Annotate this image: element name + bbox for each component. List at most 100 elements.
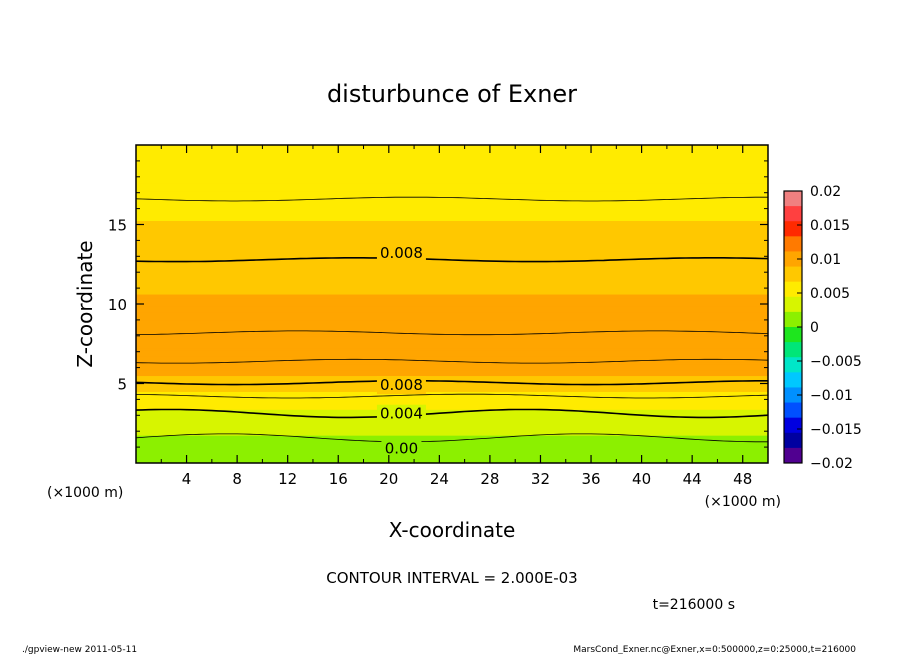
field-band <box>136 414 768 418</box>
field-band <box>136 384 768 388</box>
colorbar-tick-label: 0 <box>810 320 819 336</box>
field-band <box>136 436 768 440</box>
field-band <box>136 168 768 172</box>
field-band <box>136 454 768 458</box>
colorbar-cell <box>784 432 802 449</box>
field-band <box>136 150 768 154</box>
colorbar-tick-label: −0.01 <box>810 388 853 404</box>
x-tick-label: 20 <box>379 470 398 488</box>
field-band <box>136 237 768 241</box>
chart-title: disturbunce of Exner <box>327 80 577 108</box>
field-band <box>136 406 768 410</box>
field-band <box>136 428 768 432</box>
field-band <box>136 285 768 289</box>
x-tick-label: 24 <box>430 470 449 488</box>
field-band <box>136 231 768 235</box>
contour-label-bg <box>376 244 426 263</box>
field-band <box>136 416 768 420</box>
field-band <box>136 458 768 462</box>
field-band <box>136 394 768 398</box>
contour-label: 0.008 <box>380 244 423 262</box>
field-band <box>136 341 768 345</box>
colorbar-cell <box>784 266 802 283</box>
field-band <box>136 160 768 164</box>
field-band <box>136 452 768 456</box>
field-band <box>136 418 768 422</box>
field-band <box>136 146 768 150</box>
field-band <box>136 347 768 351</box>
field-band <box>136 218 768 222</box>
field-band <box>136 301 768 305</box>
contour-line <box>136 433 768 443</box>
field-band <box>136 351 768 355</box>
field-band <box>136 224 768 227</box>
field-band <box>136 229 768 233</box>
colorbar-cell <box>784 387 802 404</box>
field-band <box>136 404 768 408</box>
field-band <box>136 148 768 152</box>
colorbar-cell <box>784 221 802 237</box>
field-band <box>136 194 768 198</box>
field-band <box>136 319 768 323</box>
colorbar-cell <box>784 402 802 419</box>
field-band <box>136 174 768 178</box>
field-band <box>136 281 768 285</box>
x-tick-label: 28 <box>480 470 499 488</box>
field-band <box>136 424 768 428</box>
field-band <box>136 273 768 277</box>
field-layer <box>136 145 768 463</box>
field-band <box>136 402 768 406</box>
field-band <box>136 145 768 148</box>
field-band <box>136 315 768 319</box>
field-band <box>136 299 768 303</box>
field-band <box>136 188 768 192</box>
y-axis-label: Z-coordinate <box>73 240 97 367</box>
colorbar-cell <box>784 251 802 268</box>
field-band <box>136 367 768 371</box>
field-band <box>136 321 768 325</box>
colorbar-tick-label: −0.005 <box>810 354 862 370</box>
field-band <box>136 152 768 156</box>
field-band <box>136 186 768 190</box>
field-band <box>136 198 768 202</box>
field-band <box>136 283 768 287</box>
x-tick-label: 48 <box>733 470 752 488</box>
field-band <box>136 303 768 307</box>
field-band <box>136 269 768 273</box>
field-band <box>136 239 768 243</box>
contour-line <box>136 393 768 399</box>
colorbar-cell <box>784 327 802 343</box>
contour-line <box>136 358 768 364</box>
field-band <box>136 396 768 400</box>
field-band <box>136 335 768 339</box>
y-unit-label: (×1000 m) <box>47 485 123 501</box>
field-band <box>136 192 768 196</box>
field-band <box>136 170 768 174</box>
field-band <box>136 206 768 210</box>
field-band <box>136 446 768 450</box>
y-tick-label: 5 <box>117 376 127 394</box>
field-band <box>136 390 768 394</box>
field-band <box>136 265 768 269</box>
field-band <box>136 355 768 359</box>
field-band <box>136 444 768 448</box>
field-band <box>136 208 768 212</box>
field-band <box>136 365 768 369</box>
field-band <box>136 371 768 375</box>
field-band <box>136 357 768 361</box>
field-band <box>136 233 768 237</box>
field-band <box>136 359 768 363</box>
field-band <box>136 204 768 208</box>
colorbar: 0.02 0.015 0.01 0.005 0 −0.005 −0.01 −0.015 −0.0… <box>783 184 862 472</box>
x-tick-label: 8 <box>232 470 242 488</box>
contour-label-bg <box>376 376 426 395</box>
field-band <box>136 210 768 214</box>
field-band <box>136 353 768 357</box>
field-band <box>136 164 768 168</box>
field-band <box>136 361 768 365</box>
field-band <box>136 440 768 444</box>
field-band <box>136 375 768 379</box>
field-band <box>136 289 768 293</box>
